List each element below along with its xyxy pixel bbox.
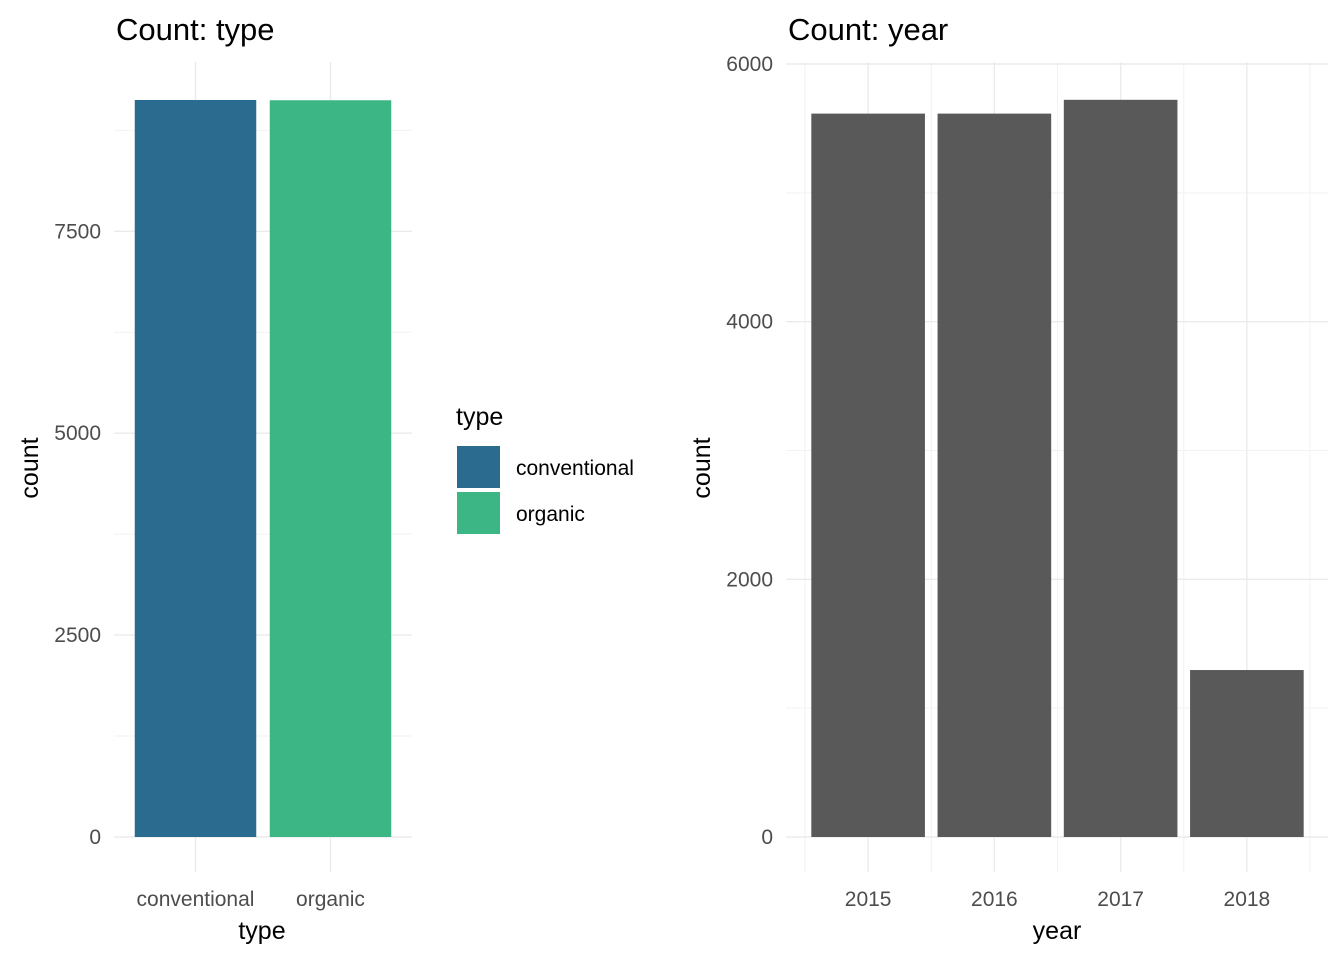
- x-axis-title: type: [238, 917, 285, 945]
- x-tick-label: 2018: [1224, 888, 1271, 911]
- y-axis-ticks: 0 2500 5000 7500: [54, 220, 101, 849]
- y-tick-label: 2500: [54, 624, 101, 647]
- bar-conventional: [134, 100, 257, 837]
- legend-label: conventional: [516, 457, 634, 480]
- x-tick-label: 2015: [845, 888, 892, 911]
- x-axis-ticks: conventional organic: [137, 888, 365, 911]
- type-count-chart: Count: type 0 2500 5000 7500 conventional or…: [16, 12, 634, 945]
- y-tick-label: 0: [89, 826, 101, 849]
- bars: [811, 99, 1304, 837]
- bar-2018: [1190, 670, 1304, 837]
- y-tick-label: 4000: [726, 311, 773, 334]
- legend-label: organic: [516, 503, 585, 526]
- bar-organic: [269, 100, 392, 838]
- x-tick-label: organic: [296, 888, 365, 911]
- legend: type conventional organic: [456, 403, 634, 534]
- chart-title: Count: type: [116, 12, 275, 47]
- x-axis-title: year: [1033, 917, 1082, 945]
- bar-2017: [1063, 99, 1178, 837]
- x-tick-label: 2017: [1097, 888, 1144, 911]
- y-axis-title: count: [16, 437, 44, 498]
- y-axis-title: count: [688, 437, 716, 498]
- legend-title: type: [456, 403, 503, 431]
- bar-2015: [811, 113, 925, 837]
- y-tick-label: 6000: [726, 53, 773, 76]
- bars: [134, 100, 392, 838]
- x-tick-label: 2016: [971, 888, 1018, 911]
- chart-title: Count: year: [788, 12, 948, 47]
- y-tick-label: 0: [761, 826, 773, 849]
- x-axis-ticks: 2015 2016 2017 2018: [845, 888, 1270, 911]
- legend-key-organic: [457, 492, 500, 534]
- y-tick-label: 5000: [54, 422, 101, 445]
- legend-key-conventional: [457, 446, 500, 488]
- x-tick-label: conventional: [137, 888, 255, 911]
- y-tick-label: 7500: [54, 220, 101, 243]
- bar-2016: [937, 113, 1052, 837]
- y-axis-ticks: 0 2000 4000 6000: [726, 53, 773, 849]
- y-tick-label: 2000: [726, 568, 773, 591]
